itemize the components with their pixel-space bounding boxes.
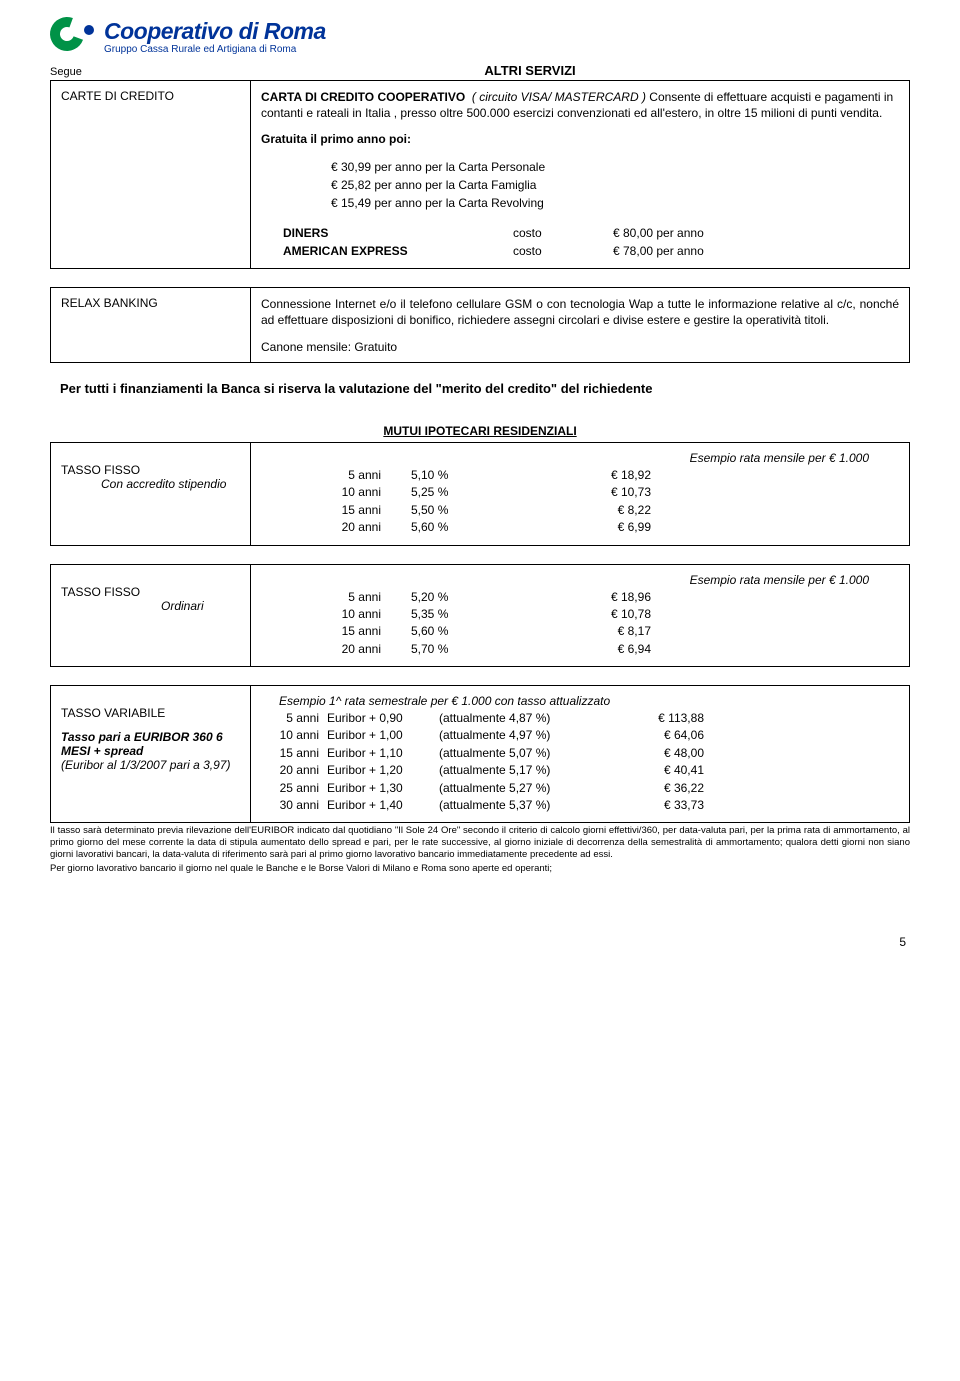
fisso-stip-label-cell: TASSO FISSO Con accredito stipendio <box>51 442 251 545</box>
rate-row: 10 anni5,35 %€ 10,78 <box>321 606 899 623</box>
card-cost-amount: € 80,00 per anno <box>613 224 753 242</box>
carte-intro-paren: ( circuito VISA/ MASTERCARD ) <box>469 90 646 104</box>
var-row: 5 anniEuribor + 0,90(attualmente 4,87 %)… <box>269 710 899 727</box>
rate-row: 5 anni5,10 %€ 18,92 <box>321 467 899 484</box>
rate-row: 20 anni5,70 %€ 6,94 <box>321 641 899 658</box>
carte-label-cell: CARTE DI CREDITO <box>51 81 251 269</box>
variabile-esempio: Esempio 1^ rata semestrale per € 1.000 c… <box>261 694 899 708</box>
tasso-variabile-table: TASSO VARIABILE Tasso pari a EURIBOR 360… <box>50 685 910 823</box>
fisso-ord-label2: Ordinari <box>61 599 240 613</box>
relax-banking-table: RELAX BANKING Connessione Internet e/o i… <box>50 287 910 363</box>
page-number: 5 <box>50 935 910 949</box>
fisso-ord-label1: TASSO FISSO <box>61 585 240 599</box>
fineprint-1: Il tasso sarà determinato previa rilevaz… <box>50 825 910 861</box>
variabile-content: Esempio 1^ rata semestrale per € 1.000 c… <box>251 686 910 823</box>
carte-content-cell: CARTA DI CREDITO COOPERATIVO ( circuito … <box>251 81 910 269</box>
relax-canone: Canone mensile: Gratuito <box>261 340 899 354</box>
carte-gratuita: Gratuita il primo anno poi: <box>261 131 899 147</box>
segue-label: Segue <box>50 66 270 78</box>
carte-price-row: € 30,99 per anno per la Carta Personale <box>331 158 899 176</box>
logo-text: Cooperativo di Roma Gruppo Cassa Rurale … <box>104 20 326 55</box>
variabile-label-cell: TASSO VARIABILE Tasso pari a EURIBOR 360… <box>51 686 251 823</box>
variabile-label1: TASSO VARIABILE <box>61 706 240 720</box>
carte-price-row: € 15,49 per anno per la Carta Revolving <box>331 194 899 212</box>
var-row: 15 anniEuribor + 1,10(attualmente 5,07 %… <box>269 745 899 762</box>
card-cost-amount: € 78,00 per anno <box>613 242 753 260</box>
logo-subtitle: Gruppo Cassa Rurale ed Artigiana di Roma <box>104 45 326 55</box>
card-name: AMERICAN EXPRESS <box>283 242 513 260</box>
card-cost-label: costo <box>513 242 613 260</box>
fisso-stip-label2: Con accredito stipendio <box>61 477 240 491</box>
rate-row: 20 anni5,60 %€ 6,99 <box>321 519 899 536</box>
card-cost-row: DINERS costo € 80,00 per anno <box>283 224 899 242</box>
carte-prices: € 30,99 per anno per la Carta Personale … <box>331 158 899 212</box>
var-row: 30 anniEuribor + 1,40(attualmente 5,37 %… <box>269 797 899 814</box>
tasso-fisso-ordinari-table: TASSO FISSO Ordinari Esempio rata mensil… <box>50 564 910 668</box>
relax-label-cell: RELAX BANKING <box>51 287 251 362</box>
bank-logo-header: Cooperativo di Roma Gruppo Cassa Rurale … <box>50 20 910 55</box>
section-title: ALTRI SERVIZI <box>270 63 790 78</box>
rate-row: 10 anni5,25 %€ 10,73 <box>321 484 899 501</box>
var-row: 20 anniEuribor + 1,20(attualmente 5,17 %… <box>269 762 899 779</box>
merito-credito: Per tutti i finanziamenti la Banca si ri… <box>60 381 900 396</box>
rate-row: 15 anni5,60 %€ 8,17 <box>321 623 899 640</box>
fisso-ord-label-cell: TASSO FISSO Ordinari <box>51 564 251 667</box>
fisso-ord-content: Esempio rata mensile per € 1.000 5 anni5… <box>251 564 910 667</box>
card-costs: DINERS costo € 80,00 per anno AMERICAN E… <box>261 224 899 260</box>
carte-label: CARTE DI CREDITO <box>61 89 240 105</box>
card-cost-row: AMERICAN EXPRESS costo € 78,00 per anno <box>283 242 899 260</box>
logo-icon <box>50 21 96 53</box>
relax-content-cell: Connessione Internet e/o il telefono cel… <box>251 287 910 362</box>
carte-di-credito-table: CARTE DI CREDITO CARTA DI CREDITO COOPER… <box>50 80 910 269</box>
relax-text: Connessione Internet e/o il telefono cel… <box>261 296 899 328</box>
carte-intro: CARTA DI CREDITO COOPERATIVO ( circuito … <box>261 89 899 121</box>
rate-row: 15 anni5,50 %€ 8,22 <box>321 502 899 519</box>
fisso-stip-esempio: Esempio rata mensile per € 1.000 <box>261 451 899 465</box>
relax-label: RELAX BANKING <box>61 296 240 312</box>
carte-price-row: € 25,82 per anno per la Carta Famiglia <box>331 176 899 194</box>
mutui-title: MUTUI IPOTECARI RESIDENZIALI <box>50 424 910 438</box>
carte-intro-bold: CARTA DI CREDITO COOPERATIVO <box>261 90 465 104</box>
var-row: 10 anniEuribor + 1,00(attualmente 4,97 %… <box>269 727 899 744</box>
card-cost-label: costo <box>513 224 613 242</box>
logo-title: Cooperativo di Roma <box>104 20 326 43</box>
segue-row: Segue ALTRI SERVIZI <box>50 63 910 78</box>
fineprint-2: Per giorno lavorativo bancario il giorno… <box>50 863 910 875</box>
rate-row: 5 anni5,20 %€ 18,96 <box>321 589 899 606</box>
variabile-label3: (Euribor al 1/3/2007 pari a 3,97) <box>61 758 240 772</box>
var-row: 25 anniEuribor + 1,30(attualmente 5,27 %… <box>269 780 899 797</box>
fisso-stip-content: Esempio rata mensile per € 1.000 5 anni5… <box>251 442 910 545</box>
tasso-fisso-stipendio-table: TASSO FISSO Con accredito stipendio Esem… <box>50 442 910 546</box>
fisso-stip-label1: TASSO FISSO <box>61 463 240 477</box>
card-name: DINERS <box>283 224 513 242</box>
fisso-ord-esempio: Esempio rata mensile per € 1.000 <box>261 573 899 587</box>
variabile-label2: Tasso pari a EURIBOR 360 6 MESI + spread <box>61 730 240 758</box>
